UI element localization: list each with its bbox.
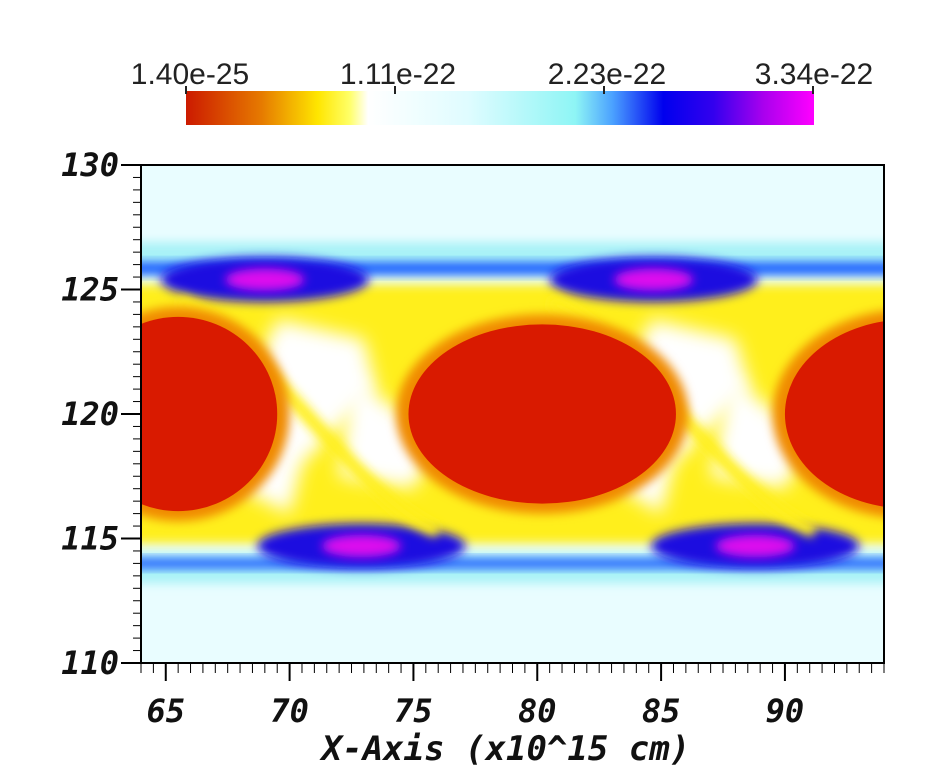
white-lane xyxy=(710,376,810,489)
y-tick-label: 115 xyxy=(61,520,119,558)
y-tick-label: 110 xyxy=(61,644,119,682)
colorbar-label-2: 1.11e-22 xyxy=(340,58,456,91)
x-axis-title: X-Axis (x10^15 cm) xyxy=(319,729,690,769)
red-eddy xyxy=(784,321,884,507)
y-tick-label: 125 xyxy=(61,271,119,309)
colorbar-label-min: 1.40e-25 xyxy=(131,58,249,91)
x-tick-label: 70 xyxy=(270,692,309,730)
x-tick-label: 90 xyxy=(766,692,805,730)
red-eddy xyxy=(141,316,278,512)
red-eddy xyxy=(408,324,676,504)
x-tick-label: 75 xyxy=(394,692,433,730)
magenta-spot xyxy=(321,534,402,558)
colorbar-label-max: 3.34e-22 xyxy=(755,58,873,91)
edge-band-bottom-blue xyxy=(141,558,884,569)
colorbar-gradient xyxy=(186,91,814,125)
x-tick-label: 65 xyxy=(147,692,186,730)
magenta-spot xyxy=(614,268,694,291)
x-tick-label: 80 xyxy=(518,692,557,730)
colorbar: 1.40e-25 1.11e-22 2.23e-22 3.34e-22 xyxy=(131,58,873,125)
y-tick-label: 130 xyxy=(61,146,119,184)
x-tick-label: 85 xyxy=(642,692,681,730)
axes: 110 115 120 125 130 65 70 75 80 85 90 X-Axis (x10^1… xyxy=(61,146,885,769)
colorbar-label-3: 2.23e-22 xyxy=(548,58,666,91)
magenta-spot xyxy=(225,268,305,291)
magenta-spot xyxy=(715,534,795,558)
y-tick-label: 120 xyxy=(61,395,119,433)
heatmap-field xyxy=(141,165,884,663)
